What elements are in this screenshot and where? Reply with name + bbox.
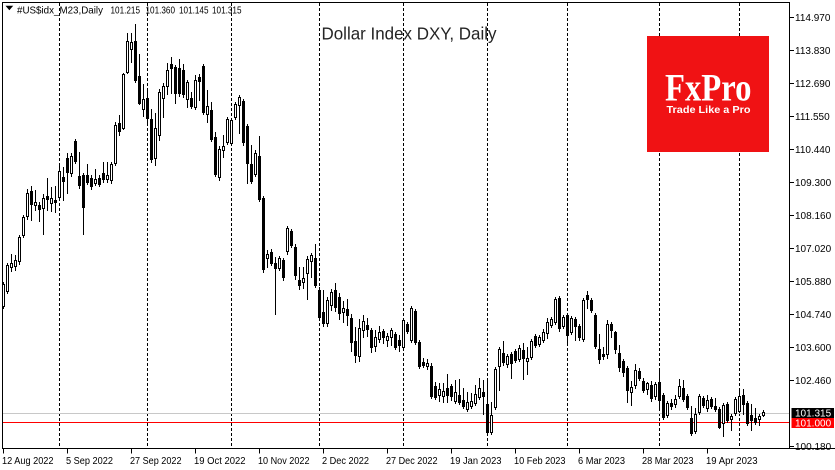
svg-text:101.315: 101.315: [212, 5, 242, 17]
svg-text:10 Feb 2023: 10 Feb 2023: [514, 456, 566, 467]
svg-text:105.880: 105.880: [795, 277, 832, 288]
svg-text:19 Apr 2023: 19 Apr 2023: [706, 456, 758, 467]
svg-text:101.145: 101.145: [179, 5, 209, 17]
svg-text:27 Sep 2022: 27 Sep 2022: [130, 456, 182, 467]
svg-text:2 Dec 2022: 2 Dec 2022: [322, 456, 369, 467]
svg-text:19 Oct 2022: 19 Oct 2022: [194, 456, 246, 467]
svg-text:19 Jan 2023: 19 Jan 2023: [450, 456, 502, 467]
svg-text:10 Nov 2022: 10 Nov 2022: [258, 456, 310, 467]
svg-text:100.180: 100.180: [795, 442, 832, 453]
svg-text:111.550: 111.550: [795, 112, 830, 123]
svg-text:101.000: 101.000: [795, 419, 832, 430]
svg-text:114.970: 114.970: [795, 13, 831, 24]
svg-text:109.300: 109.300: [795, 178, 832, 189]
svg-text:108.160: 108.160: [795, 211, 832, 222]
svg-text:102.460: 102.460: [795, 376, 832, 387]
svg-text:12 Aug 2022: 12 Aug 2022: [2, 456, 54, 467]
svg-text:FxPro: FxPro: [665, 67, 752, 110]
svg-text:113.830: 113.830: [795, 46, 831, 57]
svg-text:5 Sep 2022: 5 Sep 2022: [66, 456, 113, 467]
svg-text:6 Mar 2023: 6 Mar 2023: [578, 456, 625, 467]
svg-text:101.315: 101.315: [795, 409, 832, 420]
svg-text:104.740: 104.740: [795, 310, 832, 321]
svg-text:101.215: 101.215: [111, 5, 141, 17]
svg-text:Dollar Index DXY, Daily: Dollar Index DXY, Daily: [322, 24, 497, 44]
svg-text:#US$idx_M23,Daily: #US$idx_M23,Daily: [17, 5, 104, 17]
svg-text:107.020: 107.020: [795, 244, 832, 255]
svg-text:27 Dec 2022: 27 Dec 2022: [386, 456, 438, 467]
svg-text:110.440: 110.440: [795, 145, 831, 156]
svg-text:28 Mar 2023: 28 Mar 2023: [642, 456, 694, 467]
svg-text:101.360: 101.360: [146, 5, 176, 17]
svg-text:103.600: 103.600: [795, 343, 832, 354]
svg-text:Trade Like a Pro: Trade Like a Pro: [667, 104, 751, 116]
svg-text:112.690: 112.690: [795, 79, 831, 90]
